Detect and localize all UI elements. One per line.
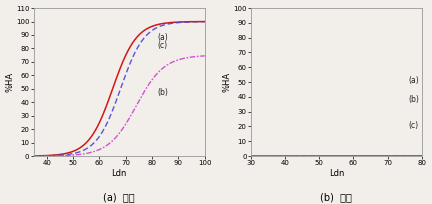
Text: (a): (a) [157, 33, 168, 42]
Text: (b): (b) [157, 88, 168, 97]
Text: (a): (a) [408, 76, 419, 85]
Text: (b)  국외: (b) 국외 [321, 192, 352, 202]
Text: (a)  국내: (a) 국내 [103, 192, 135, 202]
Text: (c): (c) [408, 121, 418, 130]
X-axis label: Ldn: Ldn [329, 169, 344, 178]
Y-axis label: %HA: %HA [222, 72, 232, 92]
Text: (c): (c) [157, 41, 168, 50]
Y-axis label: %HA: %HA [6, 72, 15, 92]
X-axis label: Ldn: Ldn [111, 169, 127, 178]
Text: (b): (b) [408, 95, 419, 104]
